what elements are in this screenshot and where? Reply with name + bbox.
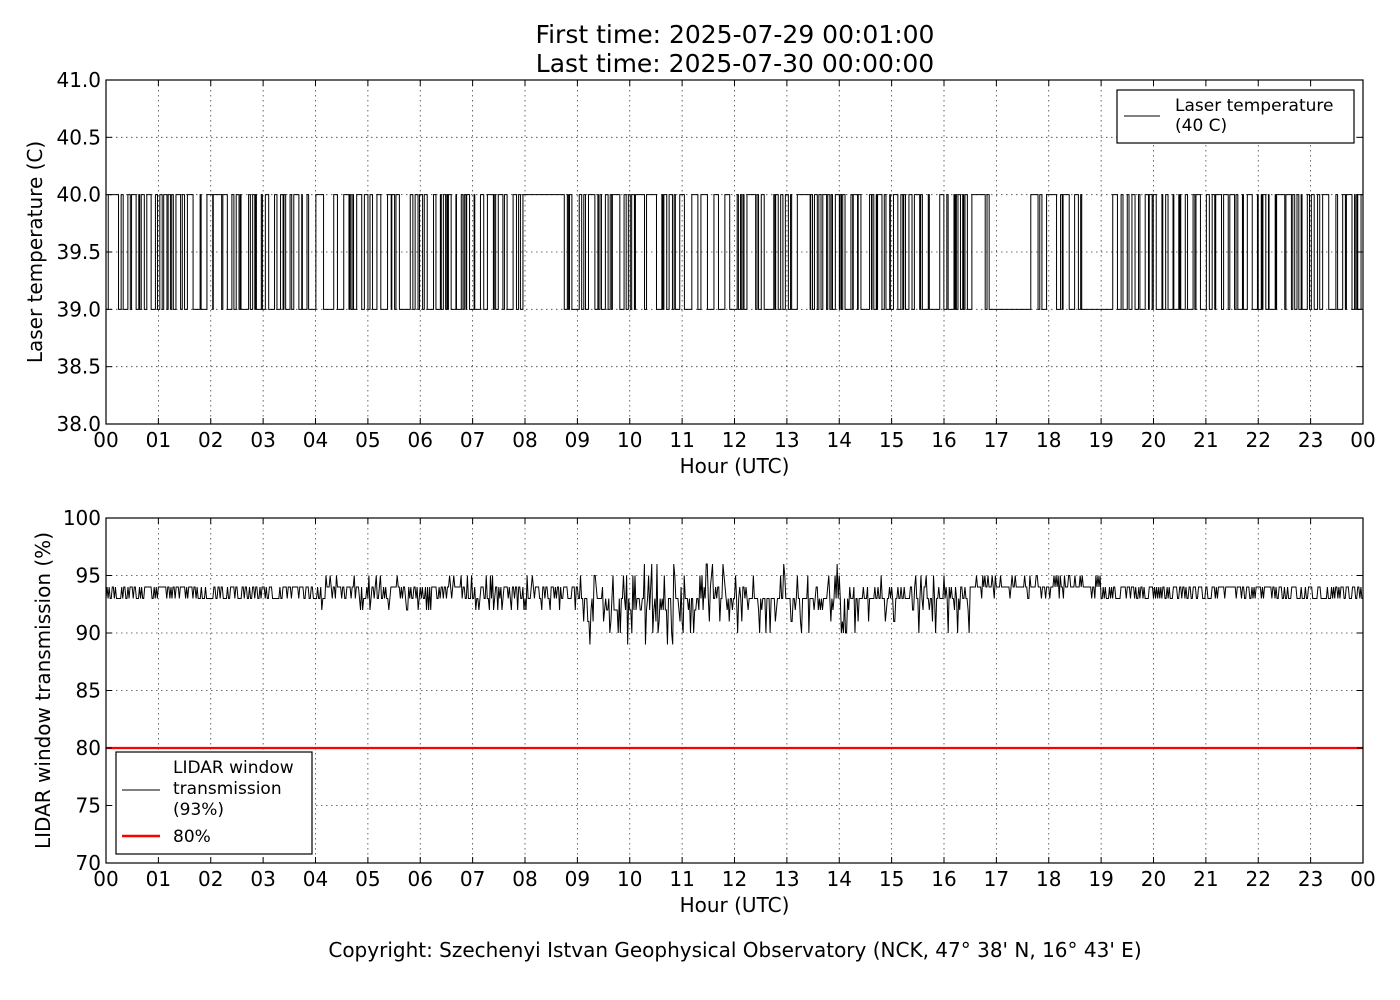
x-tick-label: 02 <box>198 428 223 452</box>
x-tick-label: 15 <box>879 428 904 452</box>
x-tick-label: 00 <box>93 867 118 891</box>
x-tick-label: 09 <box>565 428 590 452</box>
legend-label: transmission <box>173 779 282 799</box>
x-tick-label: 08 <box>512 428 537 452</box>
x-tick-label: 07 <box>460 428 485 452</box>
y-tick-label: 90 <box>76 621 101 645</box>
x-tick-label: 20 <box>1141 867 1166 891</box>
x-tick-label: 16 <box>931 867 956 891</box>
legend-label: (40 C) <box>1175 116 1227 136</box>
y-tick-label: 80 <box>76 736 101 760</box>
x-tick-label: 10 <box>617 428 642 452</box>
x-tick-label: 04 <box>303 867 328 891</box>
x-tick-label: 03 <box>250 867 275 891</box>
x-tick-label: 18 <box>1036 428 1061 452</box>
x-tick-label: 11 <box>669 428 694 452</box>
x-tick-label: 22 <box>1246 428 1271 452</box>
legend-label: (93%) <box>173 800 224 820</box>
x-axis-label: Hour (UTC) <box>680 893 790 917</box>
x-tick-label: 02 <box>198 867 223 891</box>
x-axis-label: Hour (UTC) <box>680 454 790 478</box>
x-tick-label: 01 <box>146 428 171 452</box>
x-tick-label: 04 <box>303 428 328 452</box>
x-tick-label: 12 <box>722 428 747 452</box>
x-tick-label: 07 <box>460 867 485 891</box>
chart-title-line2: Last time: 2025-07-30 00:00:00 <box>536 49 934 78</box>
lidar-transmission-chart: 00 01 02 03 04 05 06 07 08 09 10 11 12 13 14 15 16 17 18 19… <box>31 506 1376 917</box>
series-line-0 <box>105 563 1363 645</box>
x-tick-label: 17 <box>984 867 1009 891</box>
x-tick-label: 01 <box>146 867 171 891</box>
legend-label: LIDAR window <box>173 758 294 778</box>
x-tick-label: 22 <box>1246 867 1271 891</box>
y-tick-label: 85 <box>76 679 101 703</box>
x-tick-label: 21 <box>1193 428 1218 452</box>
y-tick-label: 100 <box>63 506 101 530</box>
x-tick-label: 00 <box>93 428 118 452</box>
x-tick-label: 17 <box>984 428 1009 452</box>
x-tick-label: 12 <box>722 867 747 891</box>
y-tick-label: 95 <box>76 564 101 588</box>
x-tick-label: 19 <box>1088 867 1113 891</box>
x-tick-label: 16 <box>931 428 956 452</box>
x-tick-label: 14 <box>827 428 852 452</box>
x-tick-label: 05 <box>355 428 380 452</box>
y-tick-label: 38.5 <box>56 355 101 379</box>
y-tick-label: 40.5 <box>56 125 101 149</box>
series-line-0 <box>106 194 1363 310</box>
chart-title-line1: First time: 2025-07-29 00:01:00 <box>536 20 935 49</box>
x-tick-label: 00 <box>1350 867 1375 891</box>
x-tick-label: 05 <box>355 867 380 891</box>
x-tick-label: 14 <box>827 867 852 891</box>
x-tick-label: 18 <box>1036 867 1061 891</box>
x-tick-label: 21 <box>1193 867 1218 891</box>
x-tick-label: 03 <box>250 428 275 452</box>
legend-label: Laser temperature <box>1175 96 1333 116</box>
x-tick-label: 23 <box>1298 867 1323 891</box>
laser-temperature-chart: 00 01 02 03 04 05 06 07 08 09 10 11 12 13 14 15 16 17 18 19… <box>23 68 1376 478</box>
y-tick-label: 38.0 <box>56 412 101 436</box>
x-tick-label: 09 <box>565 867 590 891</box>
x-tick-label: 06 <box>408 867 433 891</box>
y-axis-label: LIDAR window transmission (%) <box>31 532 55 849</box>
x-tick-label: 06 <box>408 428 433 452</box>
x-tick-label: 19 <box>1088 428 1113 452</box>
copyright-footer: Copyright: Szechenyi Istvan Geophysical … <box>328 938 1141 962</box>
x-tick-label: 20 <box>1141 428 1166 452</box>
x-tick-label: 13 <box>774 867 799 891</box>
x-tick-label: 13 <box>774 428 799 452</box>
y-axis-label: Laser temperature (C) <box>23 141 47 363</box>
y-tick-label: 75 <box>76 794 101 818</box>
y-tick-label: 41.0 <box>56 68 101 92</box>
y-tick-label: 70 <box>76 851 101 875</box>
x-tick-label: 08 <box>512 867 537 891</box>
y-tick-label: 39.5 <box>56 240 101 264</box>
x-tick-label: 00 <box>1350 428 1375 452</box>
x-tick-label: 15 <box>879 867 904 891</box>
x-tick-label: 10 <box>617 867 642 891</box>
legend: Laser temperature(40 C) <box>1116 89 1355 144</box>
x-tick-label: 11 <box>669 867 694 891</box>
y-tick-label: 40.0 <box>56 183 101 207</box>
legend-label: 80% <box>173 827 211 847</box>
x-tick-label: 23 <box>1298 428 1323 452</box>
y-tick-label: 39.0 <box>56 297 101 321</box>
